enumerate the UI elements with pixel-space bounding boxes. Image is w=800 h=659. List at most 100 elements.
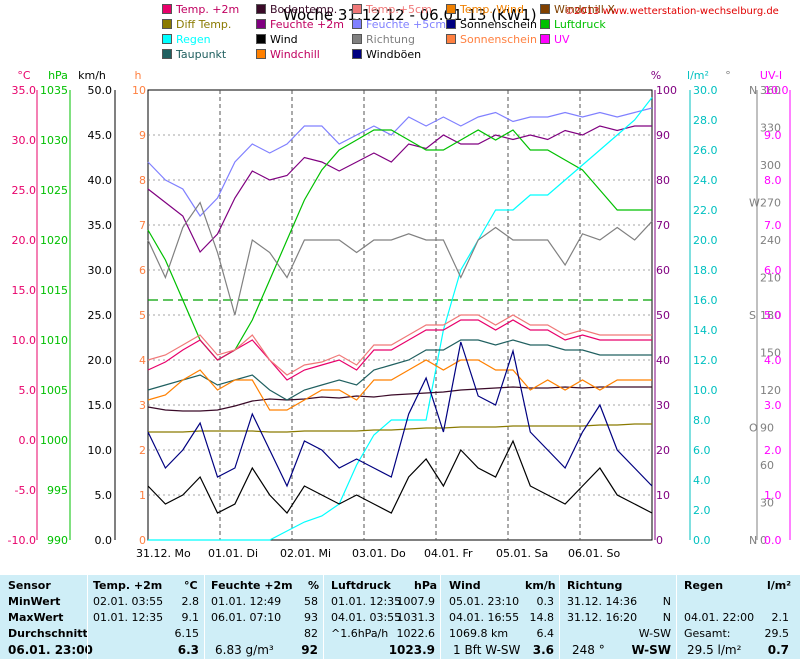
hpa-axis-tick: 1010 [40, 334, 68, 347]
stats-table: Sensor MinWert MaxWert Durchschnitt 06.0… [0, 575, 800, 659]
kmh-axis-tick: 40.0 [88, 174, 113, 187]
series-line [147, 314, 652, 376]
hours-axis-tick: 3 [139, 399, 146, 412]
legend-item: Richtung [352, 33, 415, 46]
hours-axis-tick: 7 [139, 219, 146, 232]
direction-axis-tick: 180 [760, 309, 781, 322]
percent-axis-tick: 80 [656, 174, 670, 187]
luftdruck-max-time: 04.01. 03:55 [331, 611, 402, 624]
legend-item: Bodentemp. [256, 3, 337, 16]
series-line [147, 125, 652, 254]
legend-item: Taupunkt [162, 48, 226, 61]
percent-axis-tick: 60 [656, 264, 670, 277]
hpa-axis-tick: 1020 [40, 234, 68, 247]
kmh-axis-tick: 45.0 [88, 129, 113, 142]
legend-label: Diff Temp. [176, 18, 232, 31]
regen-header: Regen [684, 579, 724, 592]
wind-min-value: 0.3 [536, 595, 555, 608]
series-line [147, 201, 653, 316]
direction-axis-tick: 270 [760, 197, 781, 210]
celsius-axis-tick: 20.0 [12, 234, 37, 247]
hpa-axis-tick: 1000 [40, 434, 68, 447]
percent-axis-tick: 70 [656, 219, 670, 232]
direction-axis-tick: 330 [760, 122, 781, 135]
luftdruck-min-time: 01.01. 12:35 [331, 595, 402, 608]
rain-axis-tick: 0.0 [693, 534, 711, 547]
copyright-link[interactable]: ©2013 www.wetterstation-wechselburg.de [564, 6, 779, 17]
hours-axis-tick: 9 [139, 129, 146, 142]
rain-axis-tick: 2.0 [693, 504, 711, 517]
uv-axis-unit: UV-I [760, 69, 782, 82]
luftdruck-max-value: 1031.3 [396, 611, 436, 624]
x-tick-label: 05.01. Sa [496, 547, 548, 560]
richtung-degrees: 248 ° [572, 643, 605, 657]
legend-swatch [162, 4, 172, 14]
legend-item: Sonnenschein [446, 33, 537, 46]
rain-axis-tick: 12.0 [693, 354, 718, 367]
legend-label: Feuchte +2m [270, 18, 344, 31]
legend-item: Temp. +2m [162, 3, 239, 16]
percent-axis-tick: 100 [656, 84, 677, 97]
legend-item: UV [540, 33, 570, 46]
hours-axis-tick: 5 [139, 309, 146, 322]
legend-label: UV [554, 33, 570, 46]
kmh-axis-tick: 20.0 [88, 354, 113, 367]
uv-axis-tick: 8.0 [764, 174, 782, 187]
percent-axis-tick: 20 [656, 444, 670, 457]
legend-label: Regen [176, 33, 211, 46]
richtung-header: Richtung [567, 579, 623, 592]
uv-axis-tick: 1.0 [764, 489, 782, 502]
feuchte-min-value: 58 [304, 595, 318, 608]
rain-axis-tick: 28.0 [693, 114, 718, 127]
legend-label: Bodentemp. [270, 3, 338, 16]
legend-item: Luftdruck [540, 18, 606, 31]
legend-swatch [162, 19, 172, 29]
row-label-current: 06.01. 23:00 [8, 643, 93, 657]
luftdruck-current: 1023.9 [388, 643, 435, 657]
uv-axis-tick: 5.0 [764, 309, 782, 322]
wind-avg: 6.4 [536, 627, 555, 640]
series-line [147, 107, 653, 217]
legend-swatch [256, 19, 266, 29]
legend-label: Sonnenschein [460, 33, 537, 46]
hours-axis-tick: 0 [139, 534, 146, 547]
uv-axis-tick: 4.0 [764, 354, 782, 367]
hpa-axis-tick: 1025 [40, 184, 68, 197]
legend-swatch [540, 19, 550, 29]
legend-item: Windchill [256, 48, 320, 61]
wind-header: Wind [449, 579, 481, 592]
temp-unit: °C [184, 579, 198, 592]
legend-item: Regen [162, 33, 211, 46]
temp-min-value: 2.8 [181, 595, 200, 608]
series-line [147, 341, 653, 488]
uv-axis-tick: 7.0 [764, 219, 782, 232]
celsius-axis-tick: -5.0 [15, 484, 36, 497]
percent-axis-tick: 90 [656, 129, 670, 142]
row-label-sensor: Sensor [8, 579, 51, 592]
uv-axis-tick: 0.0 [764, 534, 782, 547]
x-tick-label: 03.01. Do [352, 547, 406, 560]
direction-axis-unit: ° [725, 69, 731, 82]
hours-axis-unit: h [135, 69, 142, 82]
wind-max-value: 14.8 [529, 611, 555, 624]
legend-swatch [256, 49, 266, 59]
legend-label: Windchill X [554, 3, 615, 16]
regen-unit: l/m² [767, 579, 792, 592]
col-feuchte: Feuchte +2m % 01.01. 12:49 58 06.01. 07:… [204, 575, 323, 659]
rain-axis-tick: 20.0 [693, 234, 718, 247]
legend-label: Windchill [270, 48, 320, 61]
series-line [148, 423, 652, 433]
regen-total-label: Gesamt: [684, 627, 731, 640]
percent-axis-tick: 10 [656, 489, 670, 502]
luftdruck-avg: 1022.6 [396, 627, 436, 640]
uv-axis-tick: 6.0 [764, 264, 782, 277]
rain-axis-tick: 14.0 [693, 324, 718, 337]
wind-max-time: 04.01. 16:55 [449, 611, 520, 624]
rain-axis-tick: 18.0 [693, 264, 718, 277]
series-line [147, 439, 653, 514]
weather-week-chart: -10.0-5.00.05.010.015.020.025.030.035.0°… [8, 69, 791, 560]
feuchte-min-time: 01.01. 12:49 [211, 595, 282, 608]
feuchte-avg: 82 [304, 627, 318, 640]
legend-label: Luftdruck [554, 18, 606, 31]
rain-axis-tick: 6.0 [693, 444, 711, 457]
